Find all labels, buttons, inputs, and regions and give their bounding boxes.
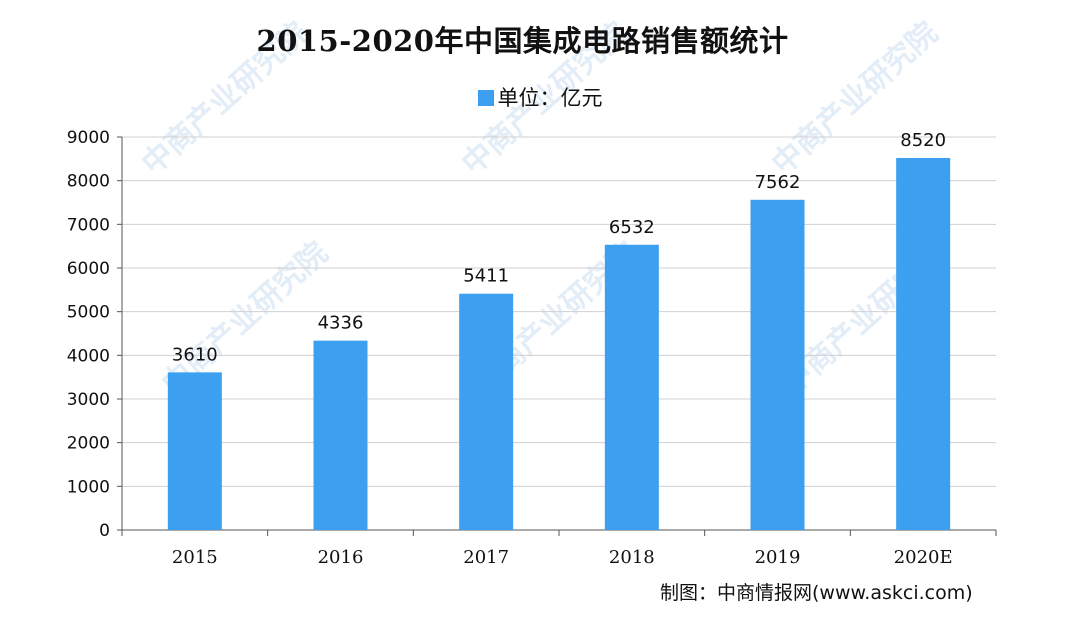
data-label: 7562 bbox=[755, 172, 801, 193]
y-tick-label: 7000 bbox=[67, 215, 110, 235]
x-tick-label: 2019 bbox=[755, 547, 801, 568]
y-tick-label: 5000 bbox=[67, 303, 110, 323]
data-label: 8520 bbox=[900, 130, 946, 151]
legend-label: 单位：亿元 bbox=[497, 86, 603, 110]
bar-2020E bbox=[896, 157, 951, 530]
data-label: 3610 bbox=[172, 344, 218, 365]
bar-2019 bbox=[750, 199, 805, 530]
y-tick-label: 0 bbox=[99, 521, 110, 541]
bar-2015 bbox=[167, 372, 222, 530]
x-tick-label: 2020E bbox=[894, 547, 953, 568]
y-tick-label: 3000 bbox=[67, 390, 110, 410]
x-tick-label: 2017 bbox=[463, 547, 509, 568]
chart-title: 2015-2020年中国集成电路销售额统计 bbox=[256, 24, 789, 58]
bar-2016 bbox=[313, 340, 368, 530]
y-tick-label: 2000 bbox=[67, 434, 110, 454]
y-tick-label: 1000 bbox=[67, 477, 110, 497]
data-label: 6532 bbox=[609, 217, 655, 238]
y-tick-label: 8000 bbox=[67, 172, 110, 192]
bar-2017 bbox=[459, 293, 514, 530]
y-tick-label: 9000 bbox=[67, 128, 110, 148]
y-tick-label: 4000 bbox=[67, 346, 110, 366]
x-tick-label: 2018 bbox=[609, 547, 655, 568]
chart-legend: 单位：亿元 bbox=[0, 82, 1080, 112]
x-tick-label: 2015 bbox=[172, 547, 218, 568]
data-label: 5411 bbox=[463, 266, 509, 287]
data-label: 4336 bbox=[318, 313, 364, 334]
x-tick-label: 2016 bbox=[318, 547, 364, 568]
legend-swatch bbox=[477, 90, 494, 106]
y-tick-label: 6000 bbox=[67, 259, 110, 279]
bar-2018 bbox=[604, 244, 659, 530]
source-credit: 制图：中商情报网(www.askci.com) bbox=[660, 582, 973, 604]
